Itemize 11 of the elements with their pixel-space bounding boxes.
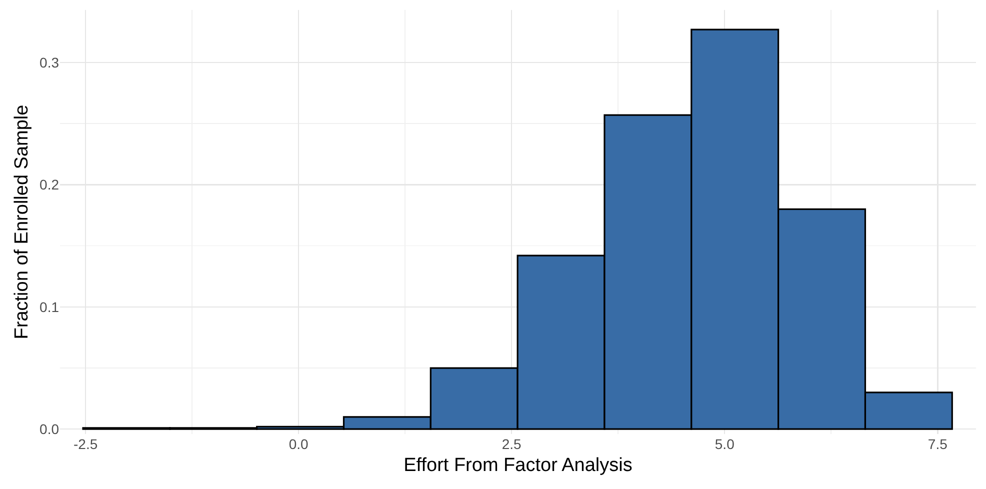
x-tick-label: 0.0 — [288, 436, 309, 452]
y-tick-label: 0.1 — [40, 298, 60, 315]
x-axis-title: Effort From Factor Analysis — [404, 454, 632, 476]
y-tick-label: 0.3 — [40, 54, 60, 70]
x-tick-label: 7.5 — [928, 436, 948, 452]
y-tick-label: 0.2 — [40, 176, 60, 193]
x-tick-label: -2.5 — [73, 436, 98, 452]
y-axis-title: Fraction of Enrolled Sample — [11, 104, 32, 340]
y-tick-label: 0.0 — [40, 421, 60, 438]
x-tick-label: 5.0 — [714, 436, 735, 452]
x-tick-label: 2.5 — [502, 436, 522, 452]
